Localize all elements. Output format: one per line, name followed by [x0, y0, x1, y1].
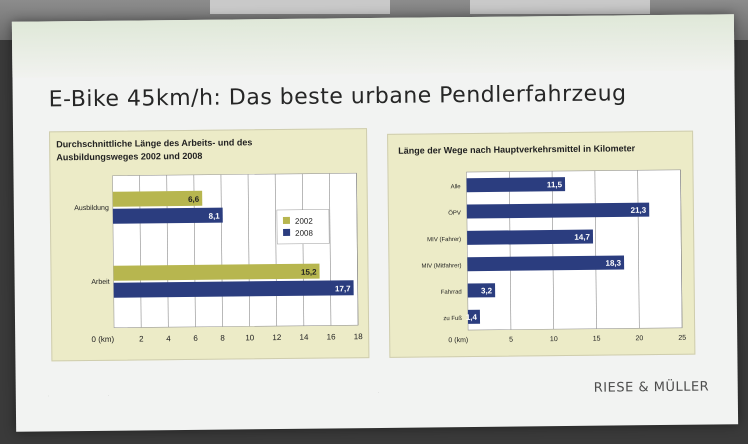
chart2-gridline: [508, 171, 512, 330]
chart2-category-label: ÖPV: [448, 210, 461, 217]
chart2-bar: [467, 309, 481, 324]
chart1-bar: [113, 280, 354, 298]
chart1-svg: 0 (km) 2 4 6 8 10 12 14 16 18 Ausbildung 6,6 8,1 Arbe…: [74, 172, 364, 344]
chart1-x-tick: 16: [327, 332, 337, 341]
chart1-legend: [276, 209, 330, 245]
chart2-x-tick: 25: [678, 335, 686, 342]
chart2-bar: [467, 229, 594, 245]
chart2-bar: [466, 177, 566, 193]
chart1-x-tick: 2: [139, 334, 144, 343]
chart2-category-label: MIV (Mitfahrer): [421, 263, 461, 269]
chart2-category-label: Alle: [451, 184, 462, 190]
footer-page: ·: [377, 389, 380, 396]
chart1-legend-label: 2002: [295, 217, 313, 226]
chart1-x-tick: 10: [245, 333, 255, 342]
chart1-gridline: [329, 173, 332, 326]
chart1-legend-swatch: [283, 228, 291, 236]
chart1-x-tick: 4: [166, 334, 171, 343]
chart1-gridline: [274, 174, 278, 327]
footer-note: ·: [107, 392, 110, 399]
chart1-category-label: Arbeit: [91, 279, 109, 286]
chart1-x-tick: 14: [299, 333, 309, 342]
chart2-data-label: 21,3: [631, 206, 647, 215]
chart1-gridline: [220, 174, 223, 327]
chart1-x-tick: 8: [220, 334, 225, 343]
chart1-gridline: [301, 173, 305, 326]
chart2-bar: [467, 255, 625, 272]
chart1-bar: [112, 207, 223, 224]
chart1-data-label: 17,7: [335, 284, 351, 293]
trip-length-chart-panel: Länge der Wege nach Hauptverkehrsmittel …: [387, 130, 696, 358]
chart2-category-label: zu Fuß: [443, 316, 462, 322]
slide-header-band: [11, 14, 735, 78]
commute-length-chart-panel: Durchschnittliche Länge des Arbeits- und…: [49, 128, 370, 362]
chart1-data-label: 8,1: [209, 212, 221, 221]
chart1-legend-swatch: [282, 216, 291, 224]
chart1-x-tick: 6: [193, 334, 198, 343]
chart2-plot-area: [466, 169, 683, 331]
chart1-gridline: [247, 174, 250, 327]
chart2-x-tick: 15: [593, 336, 601, 343]
chart2-svg: 0 (km) 5 10 15 20 25 Alle 11,5 ÖPV 21,3 MIV (Fahre…: [421, 169, 686, 344]
chart1-bar: [112, 190, 203, 207]
chart2-x-tick: 5: [509, 337, 513, 344]
chart2-category-label: Fahrrad: [441, 290, 462, 296]
chart2-data-label: 11,5: [547, 180, 563, 189]
chart1-legend-label: 2008: [295, 229, 313, 238]
chart2-data-label: 3,2: [481, 286, 493, 295]
brand-logo: RIESE & MÜLLER: [593, 379, 710, 396]
chart1-data-label: 15,2: [301, 268, 317, 277]
chart1-x-tick: 18: [354, 332, 364, 341]
chart2-gridline: [637, 170, 640, 329]
chart2-x-tick: 0 (km): [448, 337, 468, 344]
chart2-data-label: 18,3: [605, 259, 621, 268]
chart2-category-label: MIV (Fahrer): [427, 237, 461, 243]
chart1-category-label: Ausbildung: [74, 205, 109, 212]
slide-title: E-Bike 45km/h: Das beste urbane Pendlerf…: [48, 81, 627, 113]
chart2-x-tick: 10: [550, 336, 558, 343]
chart1-data-label: 6,6: [188, 195, 200, 204]
chart2-data-label: 14,7: [574, 233, 590, 242]
chart1-bar: [113, 263, 320, 281]
chart1-x-tick: 0 (km): [91, 335, 114, 344]
chart2-x-tick: 20: [635, 335, 643, 342]
chart2-bar: [466, 202, 650, 219]
ceiling-light: [210, 0, 390, 14]
footer-date: ·: [47, 393, 50, 400]
chart1-x-tick: 12: [272, 333, 282, 342]
ceiling-light: [470, 0, 650, 14]
chart2-data-label: 1,4: [466, 313, 478, 322]
chart2-gridline: [680, 169, 683, 328]
chart2-bar: [467, 283, 496, 298]
chart2-gridline: [594, 170, 597, 329]
chart1-gridline: [356, 173, 359, 326]
chart2-gridline: [551, 171, 555, 330]
presentation-slide: E-Bike 45km/h: Das beste urbane Pendlerf…: [11, 14, 739, 432]
